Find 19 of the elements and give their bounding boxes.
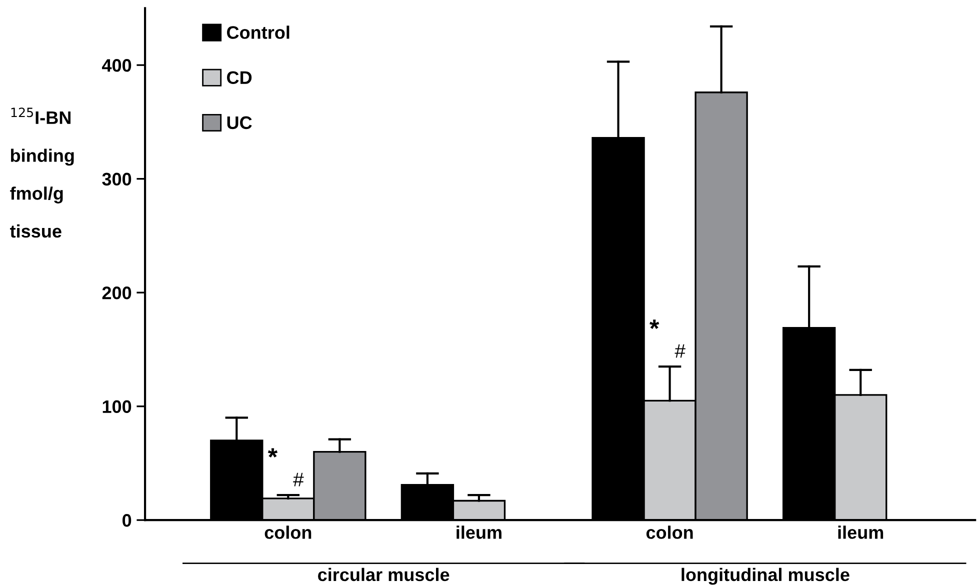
text: longitudinal muscle xyxy=(682,568,850,585)
annotation: * xyxy=(650,320,660,329)
text: $^{125}$I-BN binding fmol/g tissue xyxy=(10,108,74,238)
x-tick-label: ileum xyxy=(456,526,502,539)
annotation: # xyxy=(674,344,686,358)
annotation: * xyxy=(268,448,278,458)
y-tick-label: 400 xyxy=(102,59,132,72)
legend-label: CD xyxy=(227,71,252,84)
y-tick-label: 300 xyxy=(102,172,132,186)
y-tick-label: 0 xyxy=(122,514,132,527)
x-tick-label: ileum xyxy=(838,526,884,539)
y-tick-label: 200 xyxy=(102,286,132,300)
legend-label: Control xyxy=(227,26,290,39)
x-tick-label: colon xyxy=(264,526,312,539)
annotation: # xyxy=(293,472,304,486)
legend-label: UC xyxy=(227,116,252,130)
text: circular muscle xyxy=(318,568,450,582)
y-tick-label: 100 xyxy=(102,400,132,414)
x-tick-label: colon xyxy=(646,526,693,539)
